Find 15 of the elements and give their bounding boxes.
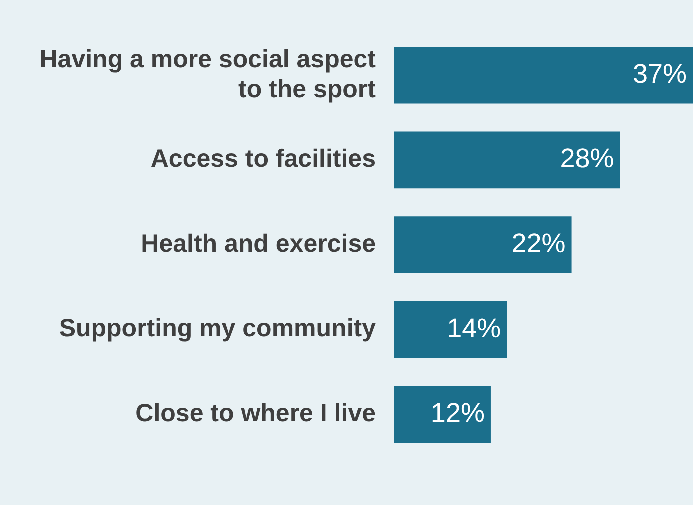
data-label: 28%	[560, 144, 614, 174]
bar	[394, 386, 491, 444]
y-tick-label: Having a more social aspect to the sport	[40, 45, 377, 104]
bar	[394, 301, 508, 358]
y-tick-label: Health and exercise	[141, 230, 376, 258]
y-tick-label: Supporting my community	[59, 314, 376, 343]
bar	[394, 132, 620, 189]
data-label: 37%	[632, 58, 687, 89]
data-label: 22%	[512, 228, 566, 258]
bar	[394, 46, 693, 104]
y-tick-label: Close to where I live	[136, 399, 376, 428]
data-label: 12%	[430, 398, 485, 428]
y-tick-label: Access to facilities	[150, 145, 376, 174]
bar	[394, 216, 572, 274]
data-label: 14%	[447, 313, 502, 344]
